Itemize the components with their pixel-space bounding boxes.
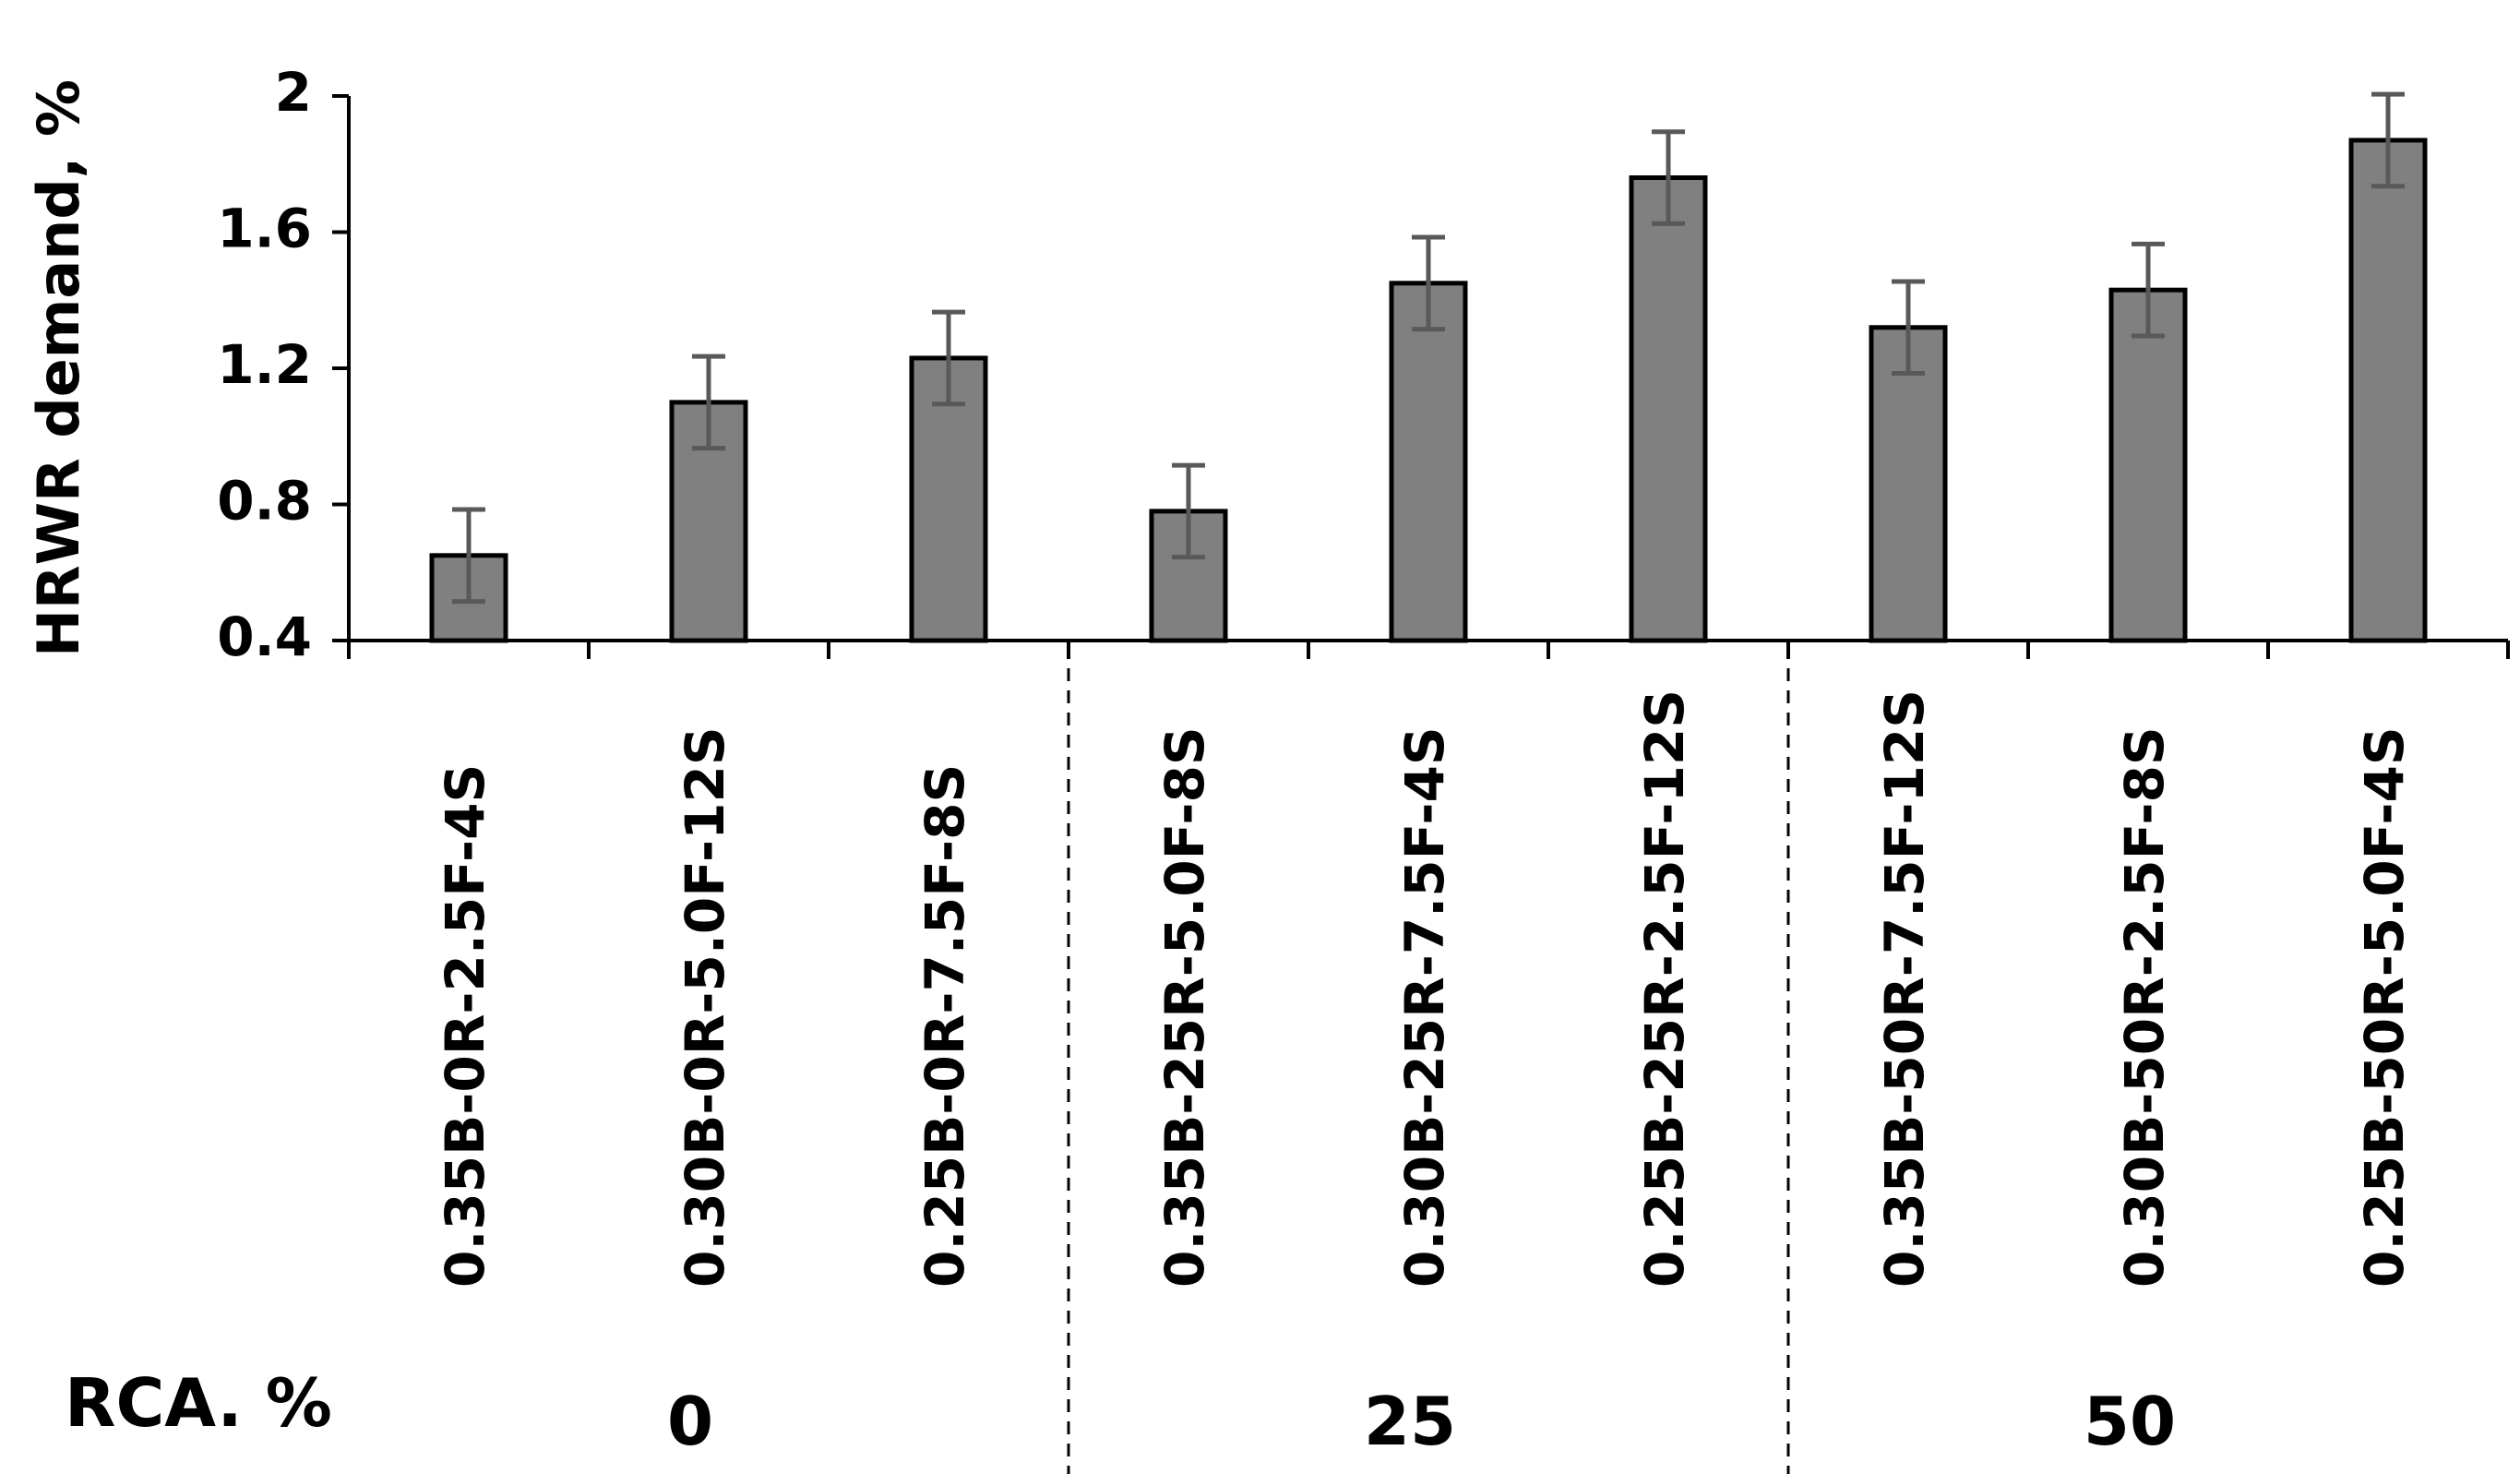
bar	[1629, 175, 1708, 643]
category-label: 0.25B-50R-5.0F-4S	[2353, 726, 2416, 1288]
category-label: 0.35B-25R-5.0F-8S	[1153, 726, 1216, 1288]
y-tick-label: 1.6	[217, 198, 312, 260]
group-axis-title: RCA. %	[65, 1364, 332, 1442]
bar	[2348, 138, 2428, 643]
y-axis-label: HRWR demand, %	[25, 79, 92, 657]
category-labels: 0.35B-0R-2.5F-4S 0.30B-0R-5.0F-12S 0.25B-0…	[434, 689, 2416, 1288]
category-label: 0.35B-50R-7.5F-12S	[1873, 689, 1936, 1288]
group-label: 50	[2084, 1383, 2176, 1460]
category-label: 0.35B-0R-2.5F-4S	[434, 764, 496, 1288]
group-label: 0	[667, 1383, 713, 1460]
group-label: 25	[1364, 1383, 1456, 1460]
bars	[429, 138, 2428, 643]
bar	[1389, 281, 1468, 643]
bar	[669, 400, 748, 643]
category-label: 0.30B-0R-5.0F-12S	[674, 726, 736, 1288]
y-tick-label: 2	[275, 61, 312, 124]
category-label: 0.25B-25R-2.5F-12S	[1633, 689, 1696, 1288]
error-bars	[452, 91, 2405, 605]
y-tick-label: 0.4	[217, 605, 312, 668]
y-tick-label: 1.2	[217, 333, 312, 396]
y-tick-label: 0.8	[217, 470, 312, 533]
bar	[1869, 325, 1948, 643]
category-label: 0.30B-25R-7.5F-4S	[1393, 726, 1456, 1288]
y-ticks: 0.4 0.8 1.2 1.6 2	[217, 61, 349, 668]
bar	[2108, 287, 2188, 643]
category-label: 0.30B-50R-2.5F-8S	[2113, 726, 2176, 1288]
group-labels: RCA. % 0 25 50	[65, 646, 2176, 1474]
category-label: 0.25B-0R-7.5F-8S	[914, 764, 976, 1288]
y-axis-label-group: HRWR demand, %	[25, 79, 92, 657]
